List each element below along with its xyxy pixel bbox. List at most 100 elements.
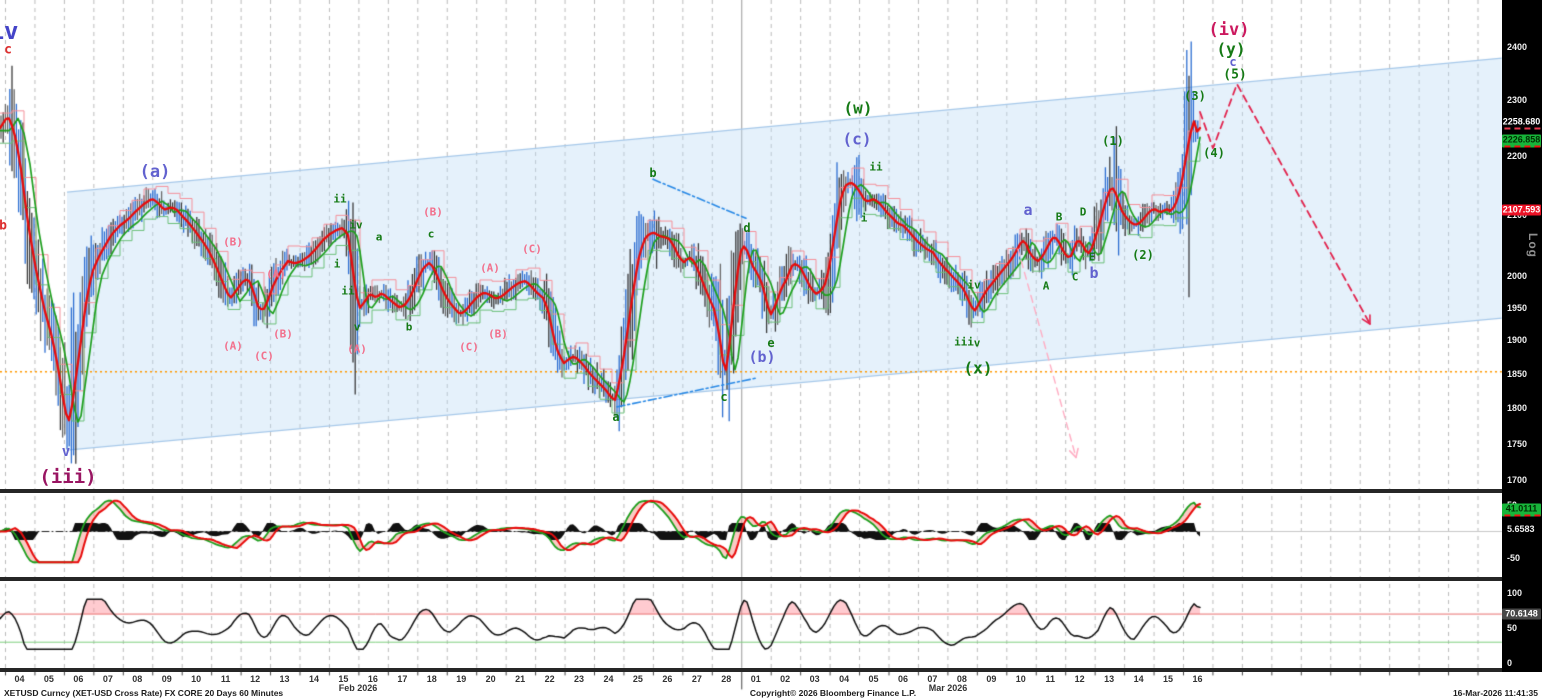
date-label-feb-23: 23 (574, 674, 585, 684)
panel-separator-2[interactable] (0, 577, 1542, 581)
wave-label-iv[interactable]: iv (967, 278, 981, 292)
wave-label-A[interactable]: (A) (266, 267, 286, 281)
wave-label-C[interactable]: C (1071, 270, 1079, 284)
date-label-feb-06: 06 (73, 674, 84, 684)
wave-label-v[interactable]: v (353, 320, 361, 334)
date-label-mar-05: 05 (868, 674, 879, 684)
date-axis: 04 05 06 07 08 09 10 11 12 13 14 15 16 17 18 19 20 21 22 23… (0, 672, 1502, 693)
wave-label-x[interactable]: (x) (963, 358, 993, 378)
wave-label-iii[interactable]: (iii) (39, 466, 97, 488)
date-label-feb-05: 05 (43, 674, 54, 684)
wave-label-d[interactable]: d (743, 221, 751, 235)
price-tick-1850: 1850 (1507, 368, 1528, 379)
wave-label-iii[interactable]: iii (954, 335, 974, 349)
wave-label-D[interactable]: D (1079, 205, 1087, 219)
wave-label-B[interactable]: B (1055, 210, 1063, 224)
price-tick-1800: 1800 (1507, 403, 1528, 414)
wave-label-iv[interactable]: iv (349, 218, 363, 232)
wave-label-b[interactable]: b (0, 218, 7, 234)
elliott-wave-labels-layer: ivcb(a)v(iii)(B)(A)(A)(C)(B)iiiva(B)ciii… (0, 17, 1250, 488)
wave-label-b[interactable]: b (405, 320, 413, 334)
wave-label-iv[interactable]: iv (0, 17, 19, 45)
date-label-feb-16: 16 (367, 674, 378, 684)
wave-label-5[interactable]: (5) (1223, 67, 1247, 83)
wave-label-c[interactable]: c (427, 227, 435, 241)
wave-label-y[interactable]: (y) (1216, 39, 1246, 59)
date-label-feb-08: 08 (132, 674, 143, 684)
wave-label-i[interactable]: i (333, 257, 341, 271)
wave-label-v[interactable]: v (61, 444, 71, 460)
date-label-feb-19: 19 (456, 674, 467, 684)
date-label-feb-26: 26 (662, 674, 673, 684)
wave-label-A[interactable]: A (1042, 279, 1050, 293)
date-label-feb-21: 21 (515, 674, 526, 684)
wave-label-2[interactable]: (2) (1132, 248, 1154, 262)
wave-label-ii[interactable]: ii (341, 284, 355, 298)
wave-label-b[interactable]: (b) (748, 348, 776, 366)
wave-label-C[interactable]: (C) (459, 340, 479, 354)
date-label-feb-04: 04 (14, 674, 25, 684)
wave-label-a[interactable]: a (375, 230, 383, 244)
date-label-mar-04: 04 (839, 674, 850, 684)
wave-label-a[interactable]: a (612, 410, 620, 424)
date-label-feb-10: 10 (191, 674, 202, 684)
wave-label-A[interactable]: (A) (223, 339, 243, 353)
wave-label-c[interactable]: c (1229, 55, 1237, 69)
wave-label-A[interactable]: (A) (347, 342, 367, 356)
date-label-mar-14: 14 (1133, 674, 1144, 684)
wave-label-b[interactable]: b (1089, 264, 1099, 282)
wave-label-4[interactable]: (4) (1203, 146, 1225, 160)
panel-separator-1[interactable] (0, 489, 1542, 493)
price-tick-1700: 1700 (1507, 475, 1528, 486)
date-label-feb-22: 22 (544, 674, 555, 684)
wave-label-w[interactable]: (w) (843, 98, 873, 118)
wave-label-B[interactable]: (B) (223, 235, 243, 249)
wave-label-c[interactable]: (c) (842, 129, 872, 149)
price-badge-2258.680: 2258.680 (1502, 116, 1541, 130)
wave-label-b[interactable]: b (649, 166, 657, 180)
oscillator-tick-5.6583: 5.6583 (1507, 523, 1535, 534)
date-label-feb-14: 14 (308, 674, 320, 684)
wave-label-c[interactable]: c (720, 390, 728, 404)
wave-label-3[interactable]: (3) (1184, 89, 1206, 103)
date-label-feb-24: 24 (603, 674, 614, 684)
wave-label-iv[interactable]: (iv) (1208, 20, 1250, 40)
wave-label-B[interactable]: (B) (423, 205, 443, 219)
footer-security-description: XETUSD Curncy (XET-USD Cross Rate) FX CO… (4, 688, 284, 698)
wave-label-c[interactable]: c (4, 42, 12, 58)
wave-label-a[interactable]: (a) (139, 162, 171, 182)
price-axis-strip[interactable]: 2400230022002100200019501900185018001750… (1502, 0, 1542, 672)
wave-label-C[interactable]: (C) (522, 242, 542, 256)
wave-label-1[interactable]: (1) (1102, 134, 1124, 148)
date-label-mar-12: 12 (1074, 674, 1085, 684)
date-label-feb-07: 07 (102, 674, 113, 684)
rsi-badge: 70.6148 (1502, 608, 1541, 620)
date-label-mar-02: 02 (780, 674, 791, 684)
date-label-feb-27: 27 (691, 674, 702, 684)
wave-label-i[interactable]: i (860, 211, 868, 225)
wave-label-a[interactable]: a (1023, 201, 1033, 219)
price-tick-2400: 2400 (1507, 42, 1528, 52)
price-tick-1900: 1900 (1507, 335, 1528, 346)
wave-label-E[interactable]: E (1088, 250, 1096, 264)
date-label-feb-12: 12 (250, 674, 261, 684)
wave-label-ii[interactable]: ii (869, 160, 883, 174)
log-scale-label[interactable]: Log (1526, 233, 1540, 258)
rsi-tick-50: 50 (1507, 623, 1518, 634)
wave-label-e[interactable]: e (767, 336, 775, 350)
wave-label-C[interactable]: (C) (254, 349, 274, 363)
date-label-mar-16: 16 (1192, 674, 1203, 684)
wave-label-B[interactable]: (B) (488, 327, 508, 341)
wave-label-A[interactable]: (A) (480, 261, 500, 275)
date-label-mar-06: 06 (897, 674, 909, 684)
date-label-mar-15: 15 (1163, 674, 1174, 684)
wave-label-ii[interactable]: ii (333, 192, 347, 206)
wave-label-v[interactable]: v (973, 336, 981, 350)
date-label-feb-25: 25 (632, 674, 643, 684)
date-label-feb-20: 20 (485, 674, 496, 684)
footer-timestamp: 16-Mar-2026 11:41:35 (1452, 688, 1538, 698)
wave-label-B[interactable]: (B) (273, 327, 293, 341)
price-tick-2200: 2200 (1507, 151, 1528, 162)
